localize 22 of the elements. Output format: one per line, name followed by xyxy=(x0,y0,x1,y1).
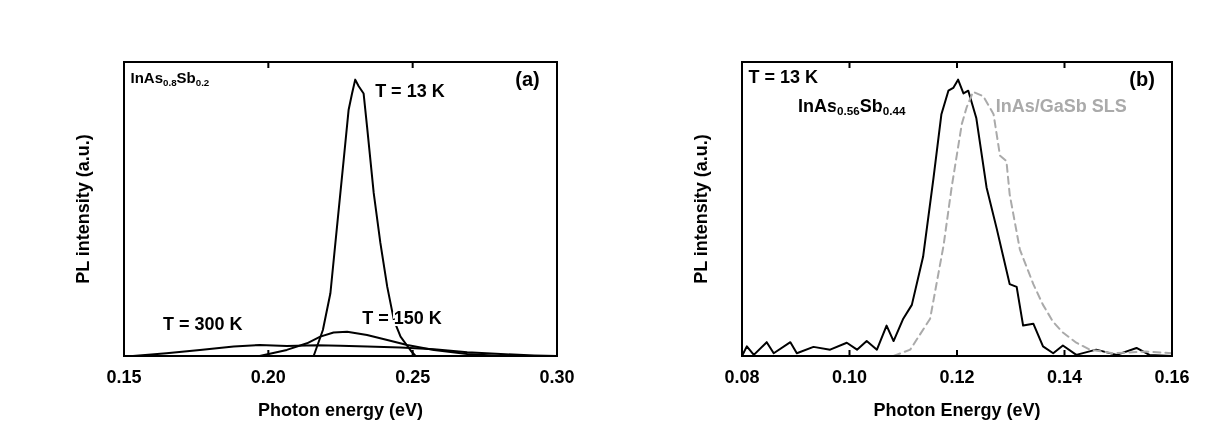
x-tick-label: 0.20 xyxy=(250,367,286,387)
x-tick-label: 0.15 xyxy=(106,367,142,387)
x-tick-label: 0.10 xyxy=(831,367,868,387)
annotation: (a) xyxy=(515,67,540,90)
series-label: InAs/GaSb SLS xyxy=(995,96,1127,117)
x-axis-title: Photon Energy (eV) xyxy=(873,400,1041,420)
x-tick-label: 0.25 xyxy=(395,367,431,387)
x-tick-label: 0.16 xyxy=(1154,367,1190,387)
series-label: T = 300 K xyxy=(162,313,243,334)
legend-label: T = 13 K xyxy=(375,81,445,102)
x-tick-label: 0.08 xyxy=(724,367,760,387)
annotation: T = 13 K xyxy=(748,66,818,87)
x-tick-label: 0.30 xyxy=(539,367,575,387)
y-axis-title: PL intensity (a.u.) xyxy=(691,134,711,284)
series-label: T = 150 K xyxy=(362,307,442,328)
x-tick-label: 0.12 xyxy=(939,367,975,387)
y-axis-title: PL intensity (a.u.) xyxy=(73,134,93,284)
series-label: InAs$_{0.56}$Sb$_{0.44}$ xyxy=(797,96,906,118)
x-tick-label: 0.14 xyxy=(1046,367,1083,387)
annotation: (b) xyxy=(1129,67,1155,90)
x-axis-title: Photon energy (eV) xyxy=(257,400,424,420)
annotation: InAs$_{0.8}$Sb$_{0.2}$ xyxy=(130,68,210,88)
